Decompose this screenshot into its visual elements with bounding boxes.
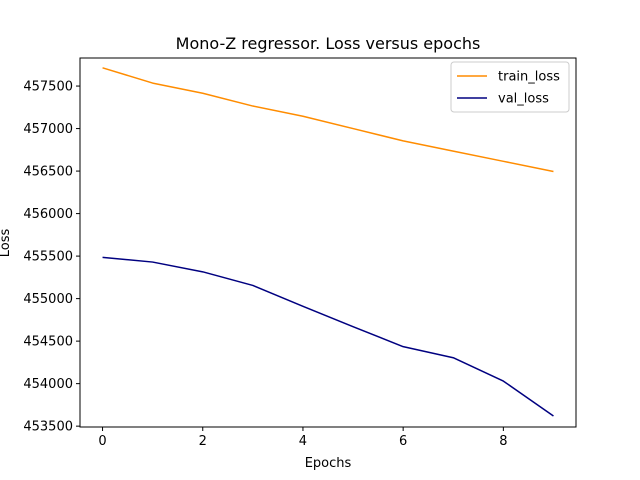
- x-tick-label: 6: [399, 434, 407, 449]
- x-tick-label: 8: [499, 434, 507, 449]
- x-tick-label: 2: [199, 434, 207, 449]
- val-loss-line: [102, 256, 554, 417]
- x-axis-label: Epochs: [305, 456, 352, 471]
- y-tick-label: 454000: [23, 377, 73, 392]
- y-tick-label: 455500: [23, 250, 73, 265]
- x-tick-label: 4: [299, 434, 307, 449]
- y-tick-label: 456500: [23, 165, 73, 180]
- train-loss-line: [102, 67, 554, 173]
- y-tick-label: 455000: [23, 292, 73, 307]
- y-tick-label: 454500: [23, 335, 73, 350]
- legend-label-train-loss: train_loss: [498, 70, 560, 85]
- chart-title: Mono-Z regressor. Loss versus epochs: [176, 34, 481, 53]
- y-tick-label: 456000: [23, 207, 73, 222]
- plot-area: 0 2 4 6 8 453500 454000 454500 455000 455500 45600…: [23, 67, 554, 449]
- x-tick-label: 0: [98, 434, 106, 449]
- axes-frame: [79, 57, 577, 428]
- legend-label-val-loss: val_loss: [498, 92, 549, 107]
- y-tick-label: 457000: [23, 122, 73, 137]
- y-axis-label: Loss: [0, 229, 13, 258]
- y-tick-label: 453500: [23, 420, 73, 435]
- y-tick-label: 457500: [23, 80, 73, 95]
- legend-box: [450, 61, 570, 113]
- legend: train_loss val_loss: [450, 61, 570, 113]
